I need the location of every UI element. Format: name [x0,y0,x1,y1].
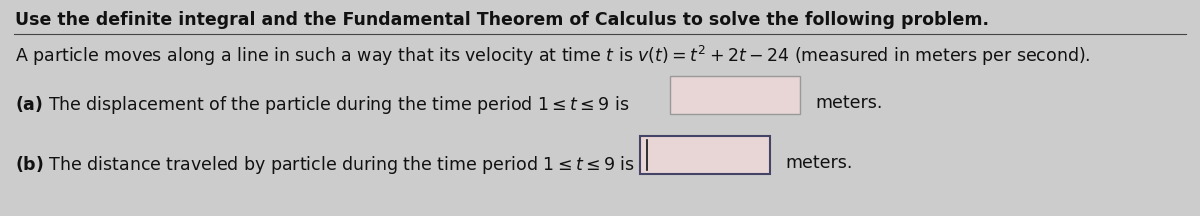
Text: Use the definite integral and the Fundamental Theorem of Calculus to solve the f: Use the definite integral and the Fundam… [14,11,989,29]
FancyBboxPatch shape [640,136,770,174]
FancyBboxPatch shape [670,76,800,114]
Text: $\mathbf{(a)}$ The displacement of the particle during the time period $1 \leq t: $\mathbf{(a)}$ The displacement of the p… [14,94,629,116]
Text: meters.: meters. [785,154,852,172]
Text: A particle moves along a line in such a way that its velocity at time $t$ is $v(: A particle moves along a line in such a … [14,44,1091,68]
Text: meters.: meters. [815,94,882,112]
Text: $\mathbf{(b)}$ The distance traveled by particle during the time period $1 \leq : $\mathbf{(b)}$ The distance traveled by … [14,154,635,176]
